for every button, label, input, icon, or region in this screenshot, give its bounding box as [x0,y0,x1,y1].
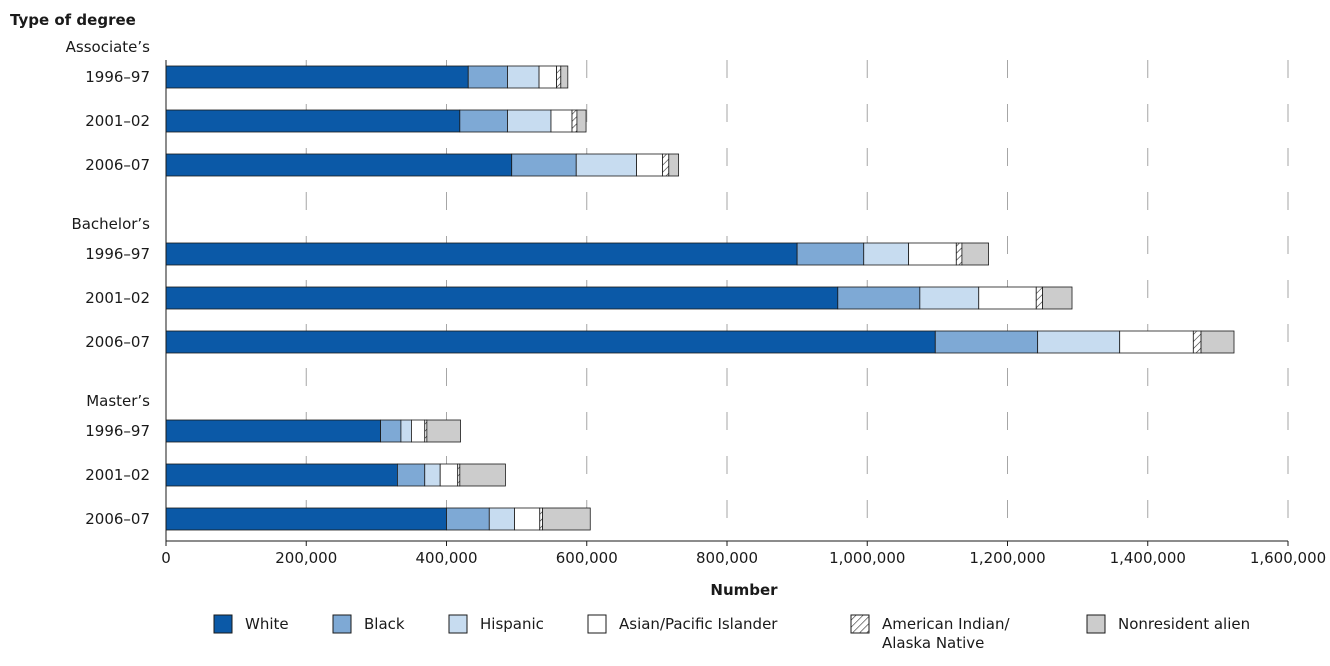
bar-segment [165,242,798,266]
x-tick-label: 600,000 [556,549,618,567]
bar-segment [511,153,577,177]
bar-segment [560,65,569,89]
row-labels: Associate’s 1996–97 2001–02 2006–07 Bachelor… [66,38,151,528]
bar-segment [1037,330,1121,354]
legend-swatch [332,614,352,634]
legend-label: White [245,615,289,633]
row-year-label: 2006–07 [85,156,150,174]
bar-segment [539,507,543,531]
legend-swatch [587,614,607,634]
bar-segment [550,109,573,133]
x-tick-label: 1,400,000 [1110,549,1186,567]
row-year-label: 2006–07 [85,333,150,351]
bar-segment [978,286,1037,310]
bar-segment [424,463,441,487]
bar-segment [165,463,398,487]
bar-segment [961,242,989,266]
bar-segment [446,507,490,531]
group-label: Bachelor’s [71,215,150,233]
bar-segment [636,153,663,177]
bar-segment [165,419,381,443]
bar-segment [467,65,508,89]
legend-swatch [213,614,233,634]
legend-label: Nonresident alien [1118,615,1250,633]
bar-segment [165,330,936,354]
x-tick-label: 1,600,000 [1250,549,1326,567]
bar-segment [575,153,637,177]
bar-segment [919,286,980,310]
bar-segment [400,419,412,443]
legend: White Black Hispanic Asian/Pacific Islander… [213,614,1250,652]
bar-segment [542,507,591,531]
bar-segment [1192,330,1202,354]
bar-segment [488,507,515,531]
bars-layer [165,65,1235,531]
bar-segment [571,109,578,133]
bar-segment [576,109,587,133]
x-tick-label: 200,000 [275,549,337,567]
bar-segment [165,153,513,177]
bar-segment [459,463,506,487]
bar-segment [165,286,839,310]
legend-label: Black [364,615,405,633]
row-year-label: 1996–97 [85,68,150,86]
x-tick-label: 0 [161,549,171,567]
gridlines [305,60,1289,541]
x-tick-label: 1,000,000 [829,549,905,567]
bar-segment [439,463,459,487]
bar-segment [411,419,426,443]
row-year-label: 2001–02 [85,466,150,484]
row-year-label: 1996–97 [85,245,150,263]
y-axis-title: Type of degree [10,11,136,29]
bar-segment [507,109,552,133]
legend-label: Asian/Pacific Islander [619,615,778,633]
bar-segment [662,153,670,177]
bar-segment [1035,286,1043,310]
legend-swatch [448,614,468,634]
bar-segment [1119,330,1194,354]
bar-segment [165,109,461,133]
row-year-label: 2001–02 [85,289,150,307]
x-axis-title: Number [710,581,778,599]
bar-segment [380,419,402,443]
x-tick-label: 800,000 [696,549,758,567]
bar-segment [1042,286,1073,310]
bar-segment [507,65,540,89]
bar-segment [397,463,426,487]
x-tick-label: 1,200,000 [969,549,1045,567]
legend-swatch [1086,614,1106,634]
bar-segment [165,65,469,89]
bar-segment [538,65,557,89]
bar-segment [426,419,461,443]
bar-segment [796,242,865,266]
bar-segment [934,330,1039,354]
group-label: Master’s [86,392,150,410]
row-year-label: 2001–02 [85,112,150,130]
legend-label: American Indian/Alaska Native [882,615,1010,652]
bar-segment [668,153,680,177]
legend-label: Hispanic [480,615,544,633]
bar-segment [955,242,963,266]
bar-segment [556,65,562,89]
bar-segment [514,507,541,531]
bar-segment [837,286,921,310]
group-label: Associate’s [66,38,151,56]
legend-swatch [850,614,870,634]
bar-segment [863,242,910,266]
row-year-label: 1996–97 [85,422,150,440]
row-year-label: 2006–07 [85,510,150,528]
x-axis: 0 200,000 400,000 600,000 800,000 1,000,000 1,… [161,60,1326,567]
bar-segment [165,507,447,531]
bar-segment [1200,330,1235,354]
bar-segment [459,109,508,133]
x-tick-label: 400,000 [415,549,477,567]
bar-segment [908,242,957,266]
